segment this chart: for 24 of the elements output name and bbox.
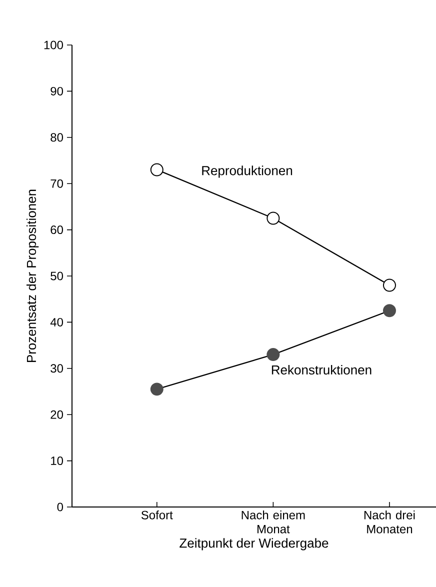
y-tick-label: 80 xyxy=(50,133,64,142)
y-tick-label: 0 xyxy=(57,502,64,512)
y-axis-title: Prozentsatz der Propositionen xyxy=(26,190,39,362)
y-tick-label: 60 xyxy=(50,226,64,234)
point xyxy=(266,348,280,362)
point xyxy=(382,304,396,318)
y-tick-label: 100 xyxy=(44,40,64,50)
series-label: Rekonstruktionen xyxy=(272,364,372,375)
series-label: Reproduktionen xyxy=(202,166,292,178)
y-tick-label: 70 xyxy=(50,179,64,188)
x-axis-title: Zeitpunkt der Wiedergabe xyxy=(180,538,328,550)
y-tick-label: 40 xyxy=(50,318,64,326)
point xyxy=(150,382,164,396)
y-tick-label: 20 xyxy=(50,410,64,419)
point xyxy=(266,212,280,225)
x-tick-label: Nach drei Monaten xyxy=(364,510,415,534)
y-tick-label: 90 xyxy=(50,86,64,96)
y-tick-label: 10 xyxy=(51,456,64,466)
x-tick-label: Nach einem Monat xyxy=(242,510,305,534)
y-tick-label: 30 xyxy=(50,364,64,373)
point xyxy=(150,163,164,176)
x-tick-label: Sofort xyxy=(141,510,173,520)
y-tick-label: 50 xyxy=(50,272,64,280)
point xyxy=(382,278,396,292)
